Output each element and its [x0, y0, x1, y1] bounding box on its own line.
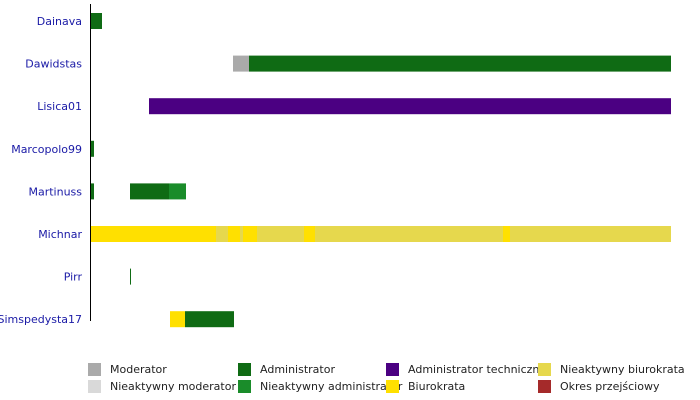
- role-bar-segment: [240, 226, 243, 242]
- role-bar-segment: [243, 226, 257, 242]
- legend-swatch: [386, 380, 399, 393]
- legend-label: Biurokrata: [408, 380, 466, 393]
- legend-swatch: [238, 380, 251, 393]
- role-bar-segment: [91, 13, 102, 29]
- user-label: Marcopolo99: [11, 143, 82, 156]
- role-bar-segment: [304, 226, 315, 242]
- role-bar-segment: [169, 183, 186, 200]
- legend-label: Moderator: [110, 363, 167, 376]
- legend-swatch: [88, 380, 101, 393]
- timeline-chart: Dainava Dawidstas Lisica01 Marcopolo99 Marti…: [0, 4, 671, 328]
- role-bar-segment: [216, 226, 228, 242]
- legend-label: Nieaktywny biurokrata: [560, 363, 685, 376]
- role-bar-segment: [91, 183, 94, 200]
- role-bar-segment: [170, 311, 185, 328]
- legend-label: Nieaktywny administrator: [260, 380, 403, 393]
- role-bar-segment: [185, 311, 234, 328]
- role-bar-segment: [315, 226, 503, 242]
- user-labels: Dainava Dawidstas Lisica01 Marcopolo99 Marti…: [0, 15, 82, 326]
- role-bar-segment: [91, 140, 94, 157]
- role-bar-segment: [257, 226, 304, 242]
- user-label: Pirr: [64, 271, 83, 284]
- role-bar-segment: [228, 226, 240, 242]
- role-bar-segment: [130, 183, 169, 200]
- role-bars: [91, 13, 671, 328]
- legend-swatch: [538, 380, 551, 393]
- legend-swatch: [238, 363, 251, 376]
- legend-swatch: [88, 363, 101, 376]
- legend: Moderator Nieaktywny moderator Administrat…: [88, 362, 700, 396]
- legend-swatch: [386, 363, 399, 376]
- role-bar-segment: [503, 226, 510, 242]
- user-label: Dawidstas: [25, 58, 82, 71]
- role-bar-segment: [149, 98, 671, 115]
- legend-label: Nieaktywny moderator: [110, 380, 236, 393]
- user-label: Dainava: [37, 15, 82, 28]
- user-label: Martinuss: [28, 185, 82, 198]
- role-bar-segment: [249, 55, 671, 72]
- role-bar-segment: [91, 226, 216, 242]
- user-label: Lisica01: [37, 100, 82, 113]
- role-bar-segment: [510, 226, 671, 242]
- role-bar-segment: [130, 268, 131, 285]
- legend-label: Okres przejściowy: [560, 380, 660, 393]
- legend-label: Administrator: [260, 363, 335, 376]
- legend-label: Administrator techniczny: [408, 363, 546, 376]
- user-label: Michnar: [38, 228, 82, 241]
- legend-swatch: [538, 363, 551, 376]
- user-label: Simspedysta17: [0, 313, 82, 326]
- role-bar-segment: [233, 55, 249, 72]
